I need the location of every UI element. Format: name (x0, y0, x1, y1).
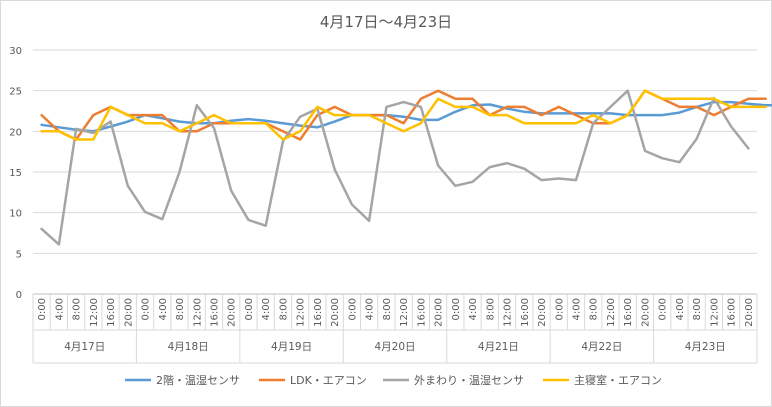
x-tick-label: 0:00 (554, 298, 565, 320)
x-tick-label: 4:00 (365, 298, 376, 320)
day-label: 4月21日 (478, 341, 519, 353)
x-tick-label: 0:00 (141, 298, 152, 320)
x-tick-label: 8:00 (485, 298, 496, 320)
x-tick-label: 12:00 (606, 298, 617, 327)
x-tick-label: 8:00 (589, 298, 600, 320)
legend: 2階・温湿センサ LDK・エアコン 外まわり・温湿センサ 主寝室・エアコン (125, 373, 662, 387)
x-tick-label: 0:00 (37, 298, 48, 320)
x-tick-label: 0:00 (347, 298, 358, 320)
y-tick-label: 20 (9, 127, 22, 138)
day-label: 4月20日 (374, 341, 415, 353)
day-label: 4月22日 (581, 341, 622, 353)
x-tick-label: 12:00 (399, 298, 410, 327)
x-tick-label: 12:00 (296, 298, 307, 327)
x-tick-label: 20:00 (537, 298, 548, 327)
x-tick-label: 8:00 (692, 298, 703, 320)
y-tick-label: 5 (16, 249, 22, 260)
legend-label: LDK・エアコン (290, 374, 367, 387)
x-tick-label: 20:00 (744, 298, 755, 327)
chart-title: 4月17日～4月23日 (320, 13, 452, 31)
x-tick-label: 12:00 (503, 298, 514, 327)
day-label: 4月19日 (271, 341, 312, 353)
day-label: 4月17日 (64, 341, 105, 353)
x-tick-label: 4:00 (158, 298, 169, 320)
x-tick-label: 12:00 (192, 298, 203, 327)
x-tick-label: 8:00 (72, 298, 83, 320)
x-tick-label: 16:00 (106, 298, 117, 327)
x-tick-label: 20:00 (330, 298, 341, 327)
y-tick-label: 30 (9, 46, 22, 57)
legend-label: 主寝室・エアコン (574, 373, 662, 387)
x-tick-label: 4:00 (675, 298, 686, 320)
x-tick-label: 4:00 (261, 298, 272, 320)
day-label: 4月23日 (685, 341, 726, 353)
x-tick-label: 16:00 (623, 298, 634, 327)
x-tick-label: 12:00 (709, 298, 720, 327)
x-tick-label: 0:00 (451, 298, 462, 320)
x-tick-label: 8:00 (278, 298, 289, 320)
x-tick-label: 0:00 (244, 298, 255, 320)
x-tick-label: 20:00 (227, 298, 238, 327)
x-tick-label: 20:00 (434, 298, 445, 327)
x-tick-label: 20:00 (640, 298, 651, 327)
x-tick-label: 16:00 (210, 298, 221, 327)
x-tick-label: 8:00 (382, 298, 393, 320)
series-line (40, 89, 767, 141)
x-tick-label: 16:00 (727, 298, 738, 327)
x-tick-label: 16:00 (416, 298, 427, 327)
y-tick-label: 25 (9, 87, 22, 98)
x-tick-label: 4:00 (54, 298, 65, 320)
legend-label: 2階・温湿センサ (156, 373, 240, 387)
x-tick-label: 16:00 (520, 298, 531, 327)
legend-label: 外まわり・温湿センサ (414, 374, 524, 387)
series-line (40, 89, 750, 246)
y-tick-label: 0 (16, 290, 22, 301)
x-tick-label: 12:00 (89, 298, 100, 327)
y-tick-label: 10 (9, 209, 22, 220)
x-tick-label: 4:00 (572, 298, 583, 320)
x-tick-label: 16:00 (313, 298, 324, 327)
series-lines (40, 89, 772, 246)
x-tick-label: 8:00 (175, 298, 186, 320)
x-tick-label: 20:00 (123, 298, 134, 327)
day-label: 4月18日 (168, 341, 209, 353)
x-axis: 0:00 4:00 8:00 12:00 16:00 20:00 4月17日 0:00 4:00… (32, 294, 758, 364)
y-axis-ticks: 0 5 10 15 20 25 30 (9, 46, 22, 301)
y-tick-label: 15 (9, 168, 22, 179)
x-tick-label: 4:00 (468, 298, 479, 320)
x-tick-label: 0:00 (658, 298, 669, 320)
